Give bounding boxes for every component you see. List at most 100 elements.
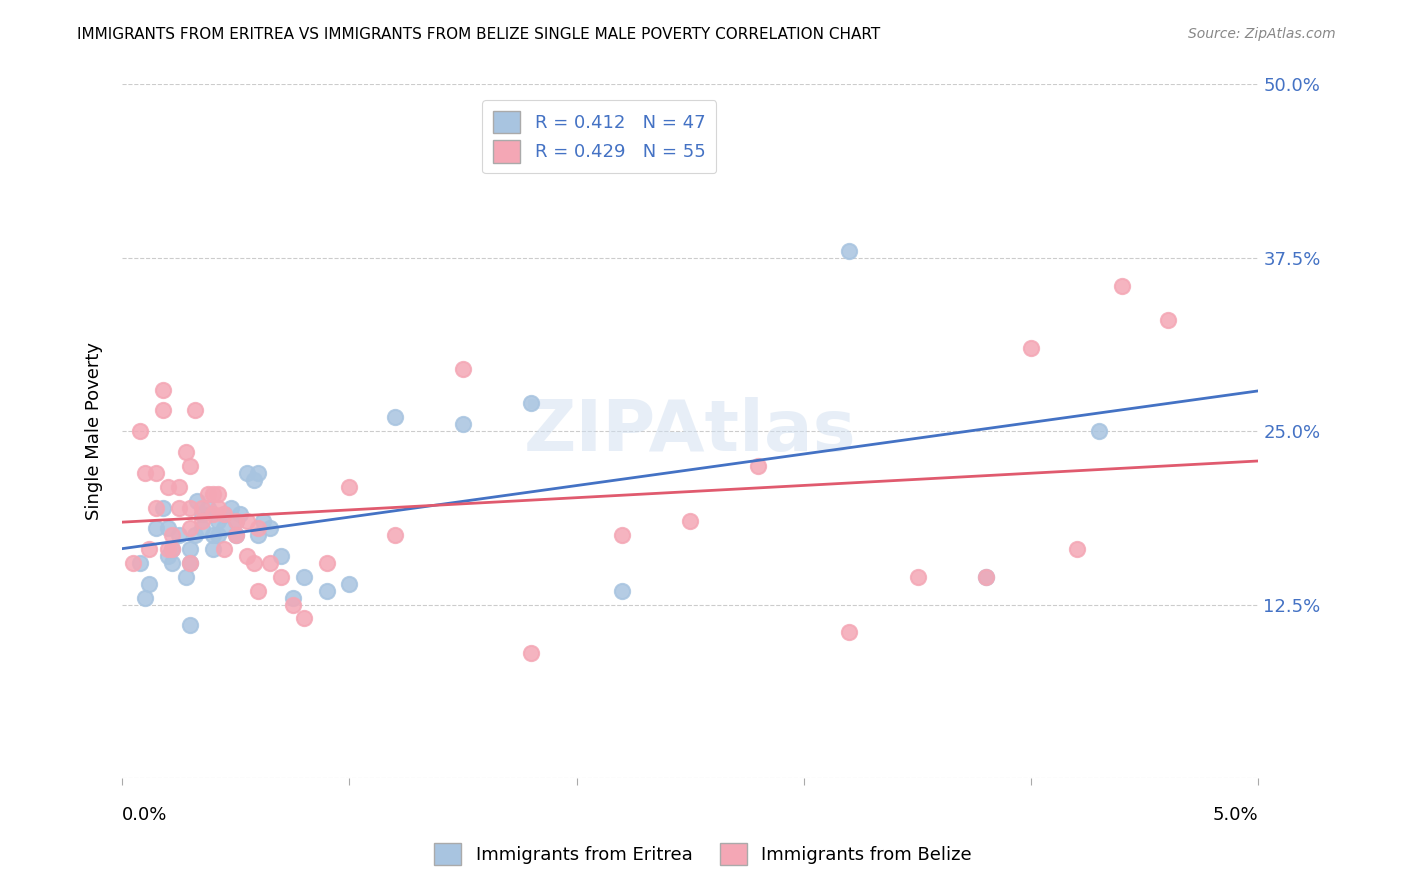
Point	[160, 542, 183, 557]
Point	[252, 515, 274, 529]
Point	[167, 480, 190, 494]
Point	[315, 583, 337, 598]
Point	[610, 583, 633, 598]
Point	[145, 500, 167, 515]
Point	[1019, 341, 1042, 355]
Point	[451, 417, 474, 432]
Point	[214, 508, 236, 522]
Point	[520, 396, 543, 410]
Point	[129, 424, 152, 438]
Point	[174, 445, 197, 459]
Point	[337, 480, 360, 494]
Point	[1066, 542, 1088, 557]
Point	[225, 515, 247, 529]
Point	[1088, 424, 1111, 438]
Point	[201, 508, 224, 522]
Point	[384, 410, 406, 425]
Legend: Immigrants from Eritrea, Immigrants from Belize: Immigrants from Eritrea, Immigrants from…	[425, 834, 981, 874]
Point	[907, 570, 929, 584]
Point	[201, 486, 224, 500]
Point	[229, 508, 252, 522]
Point	[747, 458, 769, 473]
Point	[197, 486, 219, 500]
Point	[236, 466, 259, 480]
Point	[214, 521, 236, 535]
Point	[184, 403, 207, 417]
Point	[197, 500, 219, 515]
Point	[225, 528, 247, 542]
Point	[451, 361, 474, 376]
Point	[207, 515, 229, 529]
Point	[152, 500, 174, 515]
Point	[145, 521, 167, 535]
Point	[160, 556, 183, 570]
Point	[236, 549, 259, 563]
Point	[156, 521, 179, 535]
Point	[179, 556, 201, 570]
Point	[247, 583, 270, 598]
Point	[179, 458, 201, 473]
Point	[974, 570, 997, 584]
Point	[236, 515, 259, 529]
Point	[167, 500, 190, 515]
Point	[207, 486, 229, 500]
Point	[292, 611, 315, 625]
Text: Source: ZipAtlas.com: Source: ZipAtlas.com	[1188, 27, 1336, 41]
Point	[190, 515, 212, 529]
Point	[160, 542, 183, 557]
Point	[201, 542, 224, 557]
Point	[679, 515, 702, 529]
Point	[247, 466, 270, 480]
Point	[179, 618, 201, 632]
Point	[247, 528, 270, 542]
Point	[259, 521, 281, 535]
Point	[134, 466, 156, 480]
Point	[838, 625, 860, 640]
Point	[201, 528, 224, 542]
Point	[207, 528, 229, 542]
Point	[281, 598, 304, 612]
Y-axis label: Single Male Poverty: Single Male Poverty	[86, 343, 103, 520]
Point	[138, 576, 160, 591]
Point	[219, 500, 242, 515]
Point	[167, 528, 190, 542]
Point	[214, 508, 236, 522]
Point	[974, 570, 997, 584]
Point	[179, 556, 201, 570]
Point	[145, 466, 167, 480]
Point	[207, 500, 229, 515]
Point	[179, 542, 201, 557]
Point	[259, 556, 281, 570]
Point	[152, 383, 174, 397]
Point	[179, 500, 201, 515]
Point	[190, 508, 212, 522]
Point	[122, 556, 145, 570]
Point	[838, 244, 860, 258]
Point	[184, 528, 207, 542]
Point	[281, 591, 304, 605]
Point	[225, 528, 247, 542]
Text: 5.0%: 5.0%	[1213, 805, 1258, 823]
Point	[270, 549, 292, 563]
Point	[225, 515, 247, 529]
Point	[610, 528, 633, 542]
Point	[190, 521, 212, 535]
Point	[214, 542, 236, 557]
Point	[186, 493, 208, 508]
Point	[1156, 313, 1178, 327]
Point	[292, 570, 315, 584]
Point	[190, 500, 212, 515]
Text: 0.0%: 0.0%	[122, 805, 167, 823]
Point	[337, 576, 360, 591]
Point	[138, 542, 160, 557]
Point	[315, 556, 337, 570]
Point	[156, 549, 179, 563]
Point	[179, 521, 201, 535]
Point	[243, 473, 266, 487]
Text: ZIPAtlas: ZIPAtlas	[524, 397, 856, 466]
Point	[520, 646, 543, 660]
Point	[270, 570, 292, 584]
Point	[156, 542, 179, 557]
Point	[174, 570, 197, 584]
Point	[243, 556, 266, 570]
